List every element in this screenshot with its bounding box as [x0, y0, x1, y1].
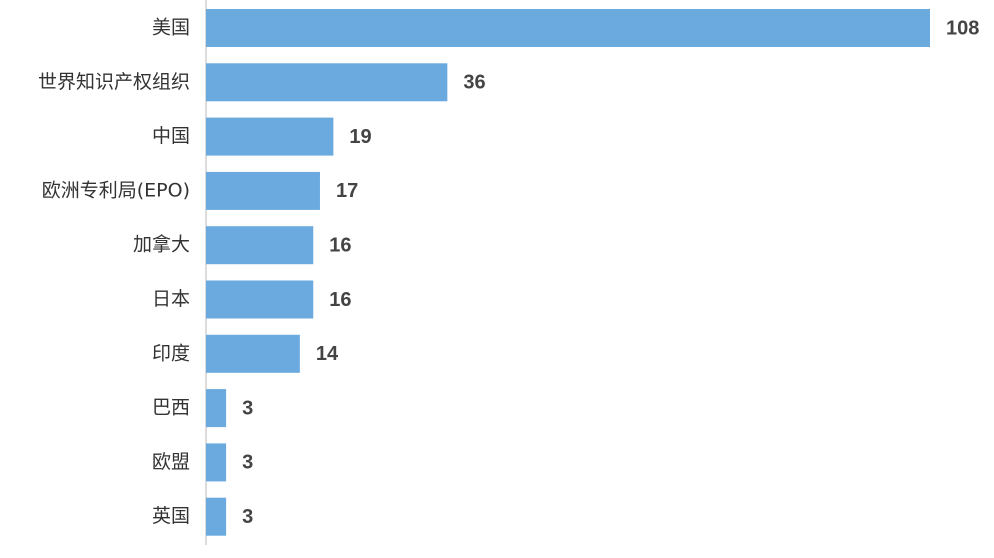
category-label: 日本: [152, 288, 190, 310]
category-label: 欧洲专利局(EPO): [42, 179, 190, 201]
bar: [206, 117, 334, 156]
bar: [206, 171, 320, 210]
category-label: 欧盟: [152, 451, 190, 473]
bar: [206, 226, 314, 265]
category-label: 加拿大: [133, 233, 190, 256]
value-label: 16: [329, 289, 351, 311]
value-label: 19: [349, 126, 371, 148]
category-label: 英国: [152, 505, 190, 527]
bar: [206, 334, 300, 373]
value-label: 16: [329, 234, 351, 256]
value-label: 3: [242, 452, 253, 474]
bar: [206, 280, 314, 319]
value-label: 14: [316, 343, 339, 365]
category-label: 巴西: [152, 397, 190, 419]
category-label: 美国: [152, 17, 190, 39]
bar: [206, 63, 448, 102]
value-label: 108: [946, 17, 979, 39]
value-label: 17: [336, 180, 358, 202]
bar: [206, 389, 227, 428]
bar: [206, 9, 930, 47]
category-label: 世界知识产权组织: [38, 71, 190, 93]
category-label: 印度: [152, 342, 190, 364]
category-label: 中国: [152, 125, 190, 147]
value-label: 36: [463, 72, 485, 94]
value-label: 3: [242, 397, 253, 419]
bar: [206, 497, 227, 536]
bar: [206, 443, 227, 482]
value-label: 3: [242, 506, 253, 528]
